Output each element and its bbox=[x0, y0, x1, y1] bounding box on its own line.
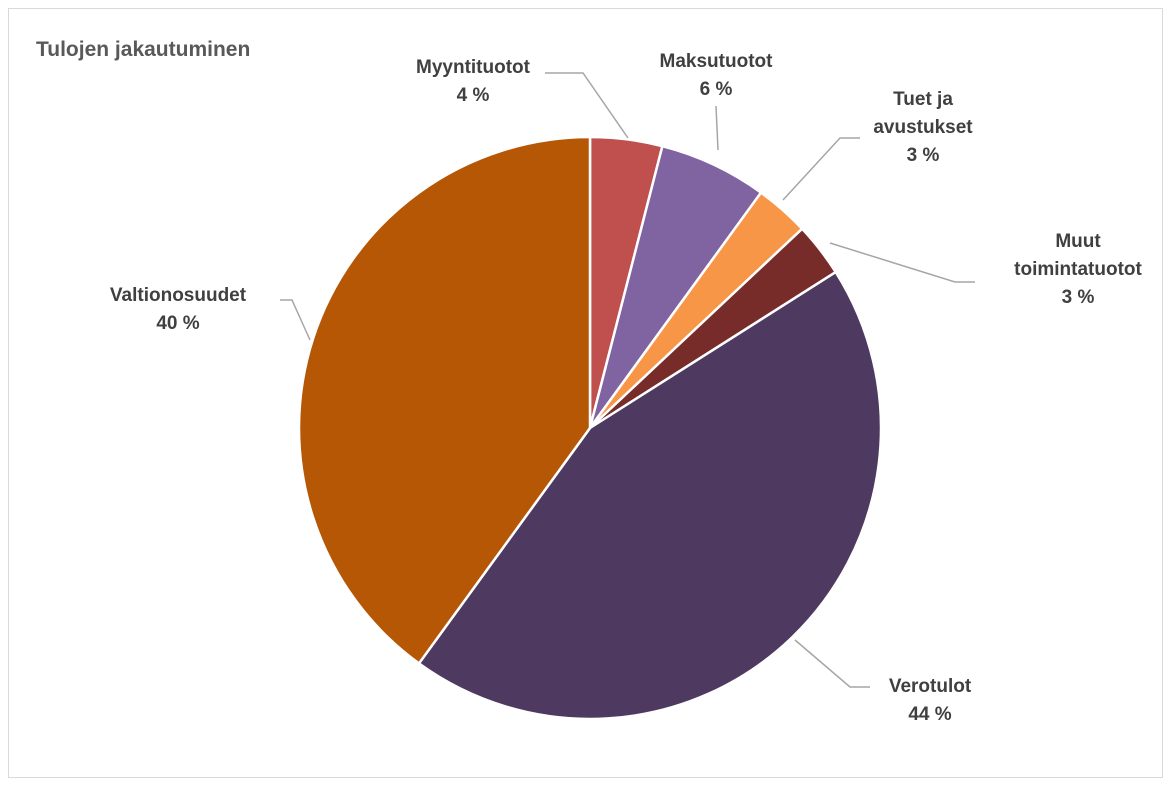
category-label: Muut toimintatuotot bbox=[1014, 231, 1142, 280]
category-label: Myyntituotot bbox=[416, 57, 530, 78]
pie-slice bbox=[297, 135, 592, 666]
chart-title: Tulojen jakautuminen bbox=[36, 38, 251, 61]
chart-frame bbox=[8, 8, 1163, 778]
value-label: 3 % bbox=[1061, 287, 1095, 308]
category-label: Verotulot bbox=[888, 676, 972, 697]
data-label: Verotulot 44 % bbox=[860, 673, 1000, 729]
data-label: Valtionosuudet 40 % bbox=[78, 282, 278, 338]
category-label: Tuet ja avustukset bbox=[873, 89, 973, 138]
data-label: Myyntituotot 4 % bbox=[393, 54, 553, 110]
data-label: Maksutuotot 6 % bbox=[636, 48, 796, 104]
category-label: Maksutuotot bbox=[659, 51, 773, 72]
category-label: Valtionosuudet bbox=[109, 285, 247, 306]
leader-line bbox=[545, 72, 629, 139]
leader-line bbox=[829, 242, 975, 283]
data-label: Muut toimintatuotot 3 % bbox=[993, 228, 1163, 312]
data-label: Tuet ja avustukset 3 % bbox=[858, 86, 988, 170]
value-label: 6 % bbox=[699, 79, 733, 100]
value-label: 4 % bbox=[456, 85, 490, 106]
leader-line bbox=[782, 137, 860, 201]
value-label: 40 % bbox=[156, 313, 200, 334]
leader-line bbox=[794, 639, 870, 688]
pie-slice bbox=[417, 270, 883, 721]
leader-line bbox=[715, 105, 719, 151]
value-label: 3 % bbox=[906, 145, 940, 166]
leader-line bbox=[280, 299, 311, 341]
value-label: 44 % bbox=[908, 704, 952, 725]
